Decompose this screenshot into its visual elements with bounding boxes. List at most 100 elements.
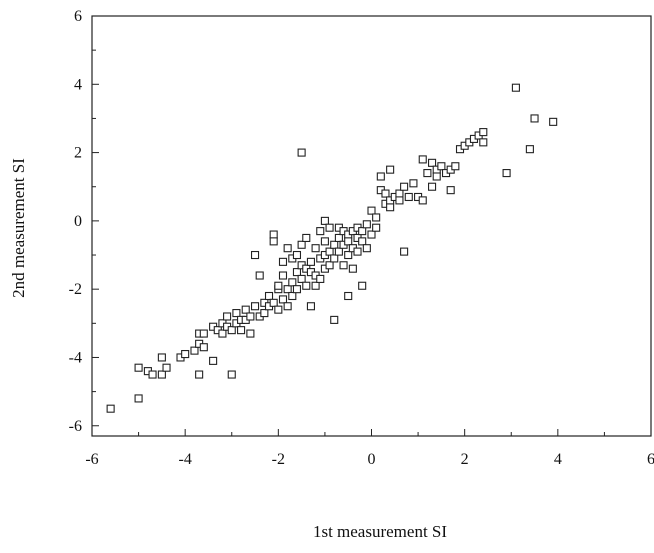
data-point — [525, 145, 534, 154]
data-point — [316, 274, 325, 283]
data-point — [409, 179, 418, 188]
tick-group: -6 -4 -2 0 2 4 6 -6 -4 -2 0 2 4 6 — [69, 8, 654, 468]
data-point — [386, 203, 395, 212]
data-point — [297, 148, 306, 157]
y-tick-label: 4 — [74, 76, 82, 93]
data-points — [106, 83, 558, 413]
data-point — [148, 370, 157, 379]
data-point — [157, 370, 166, 379]
data-point — [451, 162, 460, 171]
data-point — [325, 223, 334, 232]
data-point — [195, 370, 204, 379]
data-point — [367, 206, 376, 215]
data-point — [348, 264, 357, 273]
x-tick-label: 2 — [461, 451, 469, 468]
data-point — [395, 189, 404, 198]
x-axis-title: 1st measurement SI — [313, 522, 447, 541]
x-tick-label: 4 — [554, 451, 562, 468]
data-point — [344, 237, 353, 246]
data-point — [400, 182, 409, 191]
data-point — [511, 83, 520, 92]
data-point — [320, 237, 329, 246]
data-point — [106, 404, 115, 413]
x-tick-label: 0 — [368, 451, 376, 468]
data-point — [372, 213, 381, 222]
data-point — [218, 329, 227, 338]
data-point — [292, 250, 302, 260]
data-point — [274, 305, 283, 314]
data-point — [190, 346, 199, 355]
data-point — [302, 281, 311, 290]
data-point — [339, 261, 348, 270]
data-point — [297, 240, 306, 249]
data-point — [432, 172, 441, 181]
data-point — [283, 244, 292, 253]
data-point — [199, 343, 208, 352]
data-point — [418, 155, 427, 164]
x-tick-label: -2 — [272, 451, 285, 468]
data-point — [325, 261, 334, 270]
data-point — [344, 250, 353, 260]
x-tick-label: 6 — [647, 451, 654, 468]
data-point — [395, 196, 404, 205]
axes-group — [91, 15, 652, 437]
data-point — [428, 182, 437, 191]
data-point — [330, 240, 339, 249]
data-point — [269, 230, 278, 239]
data-point — [358, 281, 367, 290]
data-point — [311, 281, 320, 290]
data-point — [278, 271, 288, 280]
data-point — [181, 349, 190, 359]
data-point — [288, 278, 297, 287]
data-point — [292, 268, 302, 277]
data-point — [334, 233, 343, 243]
data-point — [362, 220, 371, 229]
data-point — [297, 274, 306, 283]
data-point — [269, 298, 278, 307]
data-point — [549, 117, 558, 126]
data-point — [423, 169, 432, 178]
data-point — [288, 291, 297, 301]
data-point — [306, 257, 315, 266]
data-point — [418, 196, 427, 205]
data-point — [367, 230, 376, 239]
y-axis-title: 2nd measurement SI — [9, 158, 28, 298]
data-point — [479, 138, 488, 147]
data-point — [157, 353, 166, 362]
data-point — [264, 291, 274, 301]
y-tick-label: 2 — [74, 145, 82, 162]
x-tick-label: -4 — [179, 451, 192, 468]
data-point — [250, 250, 260, 260]
data-point — [320, 216, 329, 225]
data-point — [358, 237, 367, 246]
y-tick-label: 0 — [74, 213, 82, 230]
data-point — [502, 169, 511, 178]
data-point — [237, 326, 246, 335]
data-point — [316, 227, 325, 236]
data-point — [400, 247, 409, 256]
data-point — [437, 162, 446, 171]
data-point — [381, 189, 390, 198]
data-point — [255, 271, 264, 280]
data-point — [292, 285, 302, 294]
data-point — [134, 394, 143, 403]
data-point — [246, 329, 255, 338]
data-point — [362, 244, 371, 253]
x-tick-label: -6 — [85, 451, 98, 468]
data-point — [334, 247, 343, 256]
data-point — [227, 326, 236, 335]
data-point — [479, 128, 488, 137]
data-point — [134, 363, 143, 372]
data-point — [209, 356, 218, 365]
data-point — [330, 254, 339, 263]
data-point — [260, 309, 269, 318]
data-point — [344, 291, 353, 301]
data-point — [250, 302, 260, 311]
data-point — [376, 172, 385, 181]
data-point — [358, 227, 367, 236]
data-point — [372, 223, 381, 232]
data-point — [199, 329, 208, 338]
data-point — [428, 158, 437, 167]
